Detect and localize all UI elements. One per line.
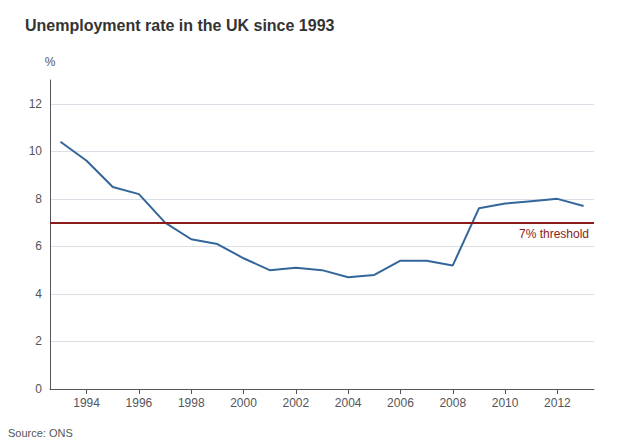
svg-text:6: 6	[35, 239, 42, 253]
svg-text:2010: 2010	[492, 396, 519, 410]
svg-text:1998: 1998	[178, 396, 205, 410]
svg-text:Source: ONS: Source: ONS	[8, 427, 73, 439]
svg-text:2: 2	[35, 334, 42, 348]
svg-text:1996: 1996	[126, 396, 153, 410]
svg-text:Unemployment rate in the UK si: Unemployment rate in the UK since 1993	[25, 17, 335, 34]
svg-text:2004: 2004	[335, 396, 362, 410]
svg-text:4: 4	[35, 287, 42, 301]
svg-text:2000: 2000	[230, 396, 257, 410]
svg-text:0: 0	[35, 382, 42, 396]
svg-text:2008: 2008	[439, 396, 466, 410]
svg-text:10: 10	[29, 144, 43, 158]
svg-text:2012: 2012	[544, 396, 571, 410]
svg-text:1994: 1994	[73, 396, 100, 410]
svg-text:12: 12	[29, 97, 43, 111]
svg-text:2002: 2002	[282, 396, 309, 410]
svg-text:7% threshold: 7% threshold	[519, 227, 589, 241]
svg-text:8: 8	[35, 192, 42, 206]
svg-text:2006: 2006	[387, 396, 414, 410]
svg-text:%: %	[45, 55, 56, 69]
